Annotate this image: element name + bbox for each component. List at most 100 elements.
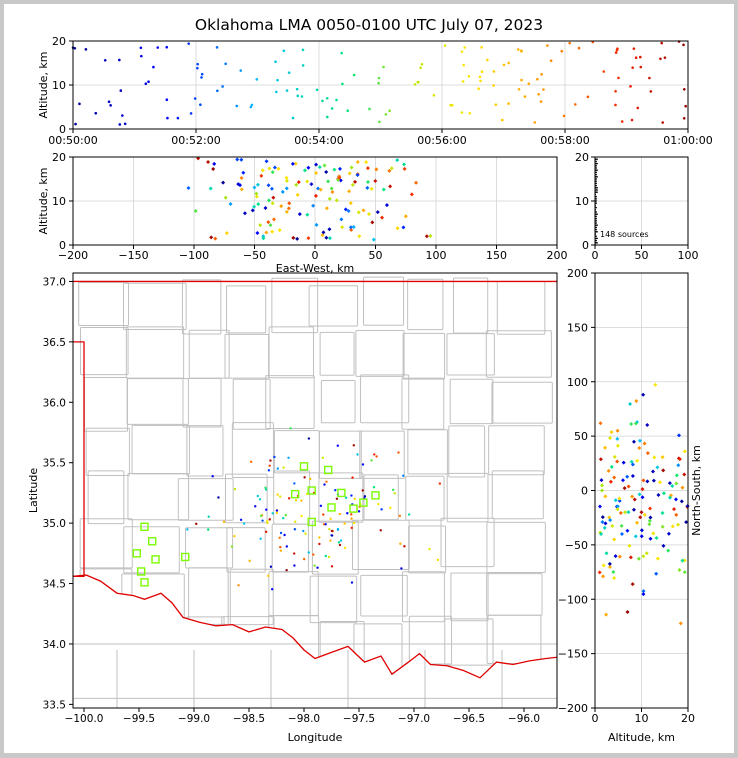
source-point <box>353 497 357 501</box>
x-tick-label: −98.5 <box>233 713 265 725</box>
county-boundary <box>405 475 445 521</box>
county-boundary <box>355 330 405 377</box>
source-point <box>336 444 339 447</box>
source-point <box>242 522 246 525</box>
source-point <box>313 193 318 198</box>
source-point <box>678 621 683 626</box>
source-point <box>281 516 285 520</box>
source-point <box>641 392 646 397</box>
source-point <box>285 545 288 548</box>
source-point <box>649 90 653 93</box>
county-boundary <box>362 276 405 326</box>
source-point <box>676 433 681 438</box>
source-point <box>494 103 498 106</box>
source-point <box>284 178 289 183</box>
lma-station-marker <box>180 552 190 562</box>
lma-station-marker <box>136 567 146 576</box>
source-point <box>350 526 353 530</box>
source-point <box>248 559 251 563</box>
source-point <box>370 459 373 462</box>
source-point <box>254 191 259 196</box>
source-point <box>268 464 271 467</box>
source-point <box>478 75 482 79</box>
y-tick-label: 0 <box>59 239 66 252</box>
source-point <box>393 492 396 495</box>
source-point <box>258 498 262 501</box>
lma-station-marker <box>359 498 368 507</box>
source-point <box>597 570 602 575</box>
source-point <box>648 536 653 541</box>
source-point <box>200 76 203 79</box>
county-boundary <box>363 474 399 521</box>
source-point <box>634 56 638 60</box>
source-point <box>121 114 124 117</box>
y-tick-label: 150 <box>567 321 588 334</box>
source-point <box>361 208 366 213</box>
x-tick-label: −96.0 <box>508 713 540 725</box>
source-point <box>300 499 303 502</box>
source-point <box>267 166 272 171</box>
source-point <box>139 46 143 50</box>
x-tick-label: 0 <box>312 249 319 262</box>
source-point <box>395 226 400 231</box>
source-point <box>639 528 644 533</box>
source-point <box>302 168 307 173</box>
source-point <box>460 50 464 53</box>
county-boundary <box>485 330 552 378</box>
source-point <box>632 497 637 502</box>
y-axis-label: Altitude, km <box>37 51 50 118</box>
source-point <box>527 82 531 85</box>
y-tick-label: 0 <box>581 485 588 498</box>
source-point <box>638 515 643 520</box>
source-point <box>667 495 672 500</box>
source-point <box>266 183 271 188</box>
source-point <box>250 208 255 213</box>
source-point <box>436 558 440 562</box>
county-boundary <box>265 375 315 430</box>
source-point <box>264 159 269 164</box>
x-tick-label: −100.0 <box>65 713 104 725</box>
source-point <box>615 459 620 464</box>
source-point <box>350 513 353 516</box>
source-point <box>223 195 228 200</box>
source-point <box>255 230 260 235</box>
county-boundary <box>125 326 185 379</box>
county-boundary <box>188 329 230 379</box>
source-point <box>332 167 337 172</box>
source-point <box>647 518 652 523</box>
source-point <box>338 543 342 547</box>
y-tick-label: 34.5 <box>43 579 66 591</box>
source-point <box>631 439 636 444</box>
source-point <box>642 441 647 446</box>
source-point <box>651 478 656 483</box>
source-point <box>369 186 374 191</box>
source-point <box>682 449 687 454</box>
county-boundary <box>446 333 495 376</box>
source-point <box>622 486 627 491</box>
county-boundary <box>126 378 189 425</box>
source-point <box>682 87 686 91</box>
source-point <box>254 505 257 508</box>
source-point <box>356 210 361 215</box>
source-point <box>520 78 523 82</box>
lma-station-marker <box>291 489 300 499</box>
source-point <box>302 557 306 561</box>
source-point <box>301 48 305 52</box>
y-tick-label: 100 <box>567 376 588 389</box>
county-boundary <box>407 429 448 475</box>
source-point <box>407 513 411 516</box>
x-tick-label: −200 <box>58 249 88 262</box>
source-point <box>278 536 281 539</box>
source-point <box>348 225 353 230</box>
source-point <box>626 484 631 489</box>
lma-station-marker <box>337 488 346 498</box>
source-point <box>626 510 631 515</box>
source-point <box>613 554 618 559</box>
source-point <box>655 556 660 561</box>
source-point <box>296 94 300 98</box>
source-point <box>368 107 371 111</box>
source-point <box>208 186 213 191</box>
source-point <box>417 80 420 84</box>
source-point <box>302 529 305 533</box>
source-point <box>641 554 646 559</box>
